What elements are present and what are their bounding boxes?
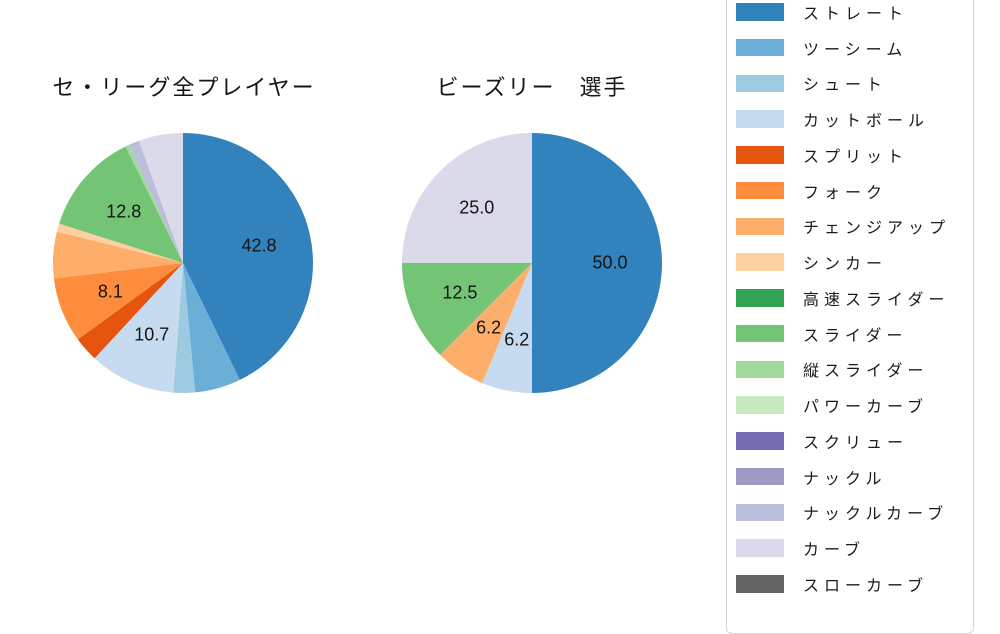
legend-label: チェンジアップ: [803, 220, 951, 238]
legend-label: シュート: [803, 77, 888, 95]
legend-item-スローカーブ: スローカーブ: [736, 575, 973, 595]
pie-slice-スプリット: [77, 263, 183, 359]
pie-slice-カーブ: [138, 133, 183, 263]
legend-swatch: [736, 539, 784, 557]
pie-slice-チェンジアップ: [440, 263, 532, 384]
legend-label: ナックル: [803, 470, 887, 488]
legend-swatch: [736, 467, 784, 486]
pie-chart-player: 50.0 6.2 6.2 12.5 25.0: [402, 133, 662, 393]
legend-label: スプリット: [803, 148, 909, 166]
pie-svg-league: [53, 133, 313, 393]
legend-swatch: [736, 324, 784, 343]
legend-swatch: [736, 38, 784, 57]
legend-swatch: [736, 575, 784, 593]
legend-swatch: [736, 181, 784, 200]
legend-item-スプリット: スプリット: [736, 146, 973, 166]
legend-label: パワーカーブ: [803, 399, 929, 416]
figure-canvas: セ・リーグ全プレイヤー ビーズリー 選手 42.8 10.7 8.1 12.8 50.…: [52, 0, 974, 634]
legend-label: シンカー: [803, 256, 888, 273]
pie-slice-スライダー: [59, 146, 183, 263]
legend-item-スライダー: スライダー: [736, 324, 973, 345]
pie-title-player: ビーズリー 選手: [436, 75, 628, 100]
legend-item-シュート: シュート: [736, 74, 973, 94]
legend-label: ツーシーム: [803, 41, 908, 59]
pie-title-league: セ・リーグ全プレイヤー: [52, 75, 316, 100]
pie-slice-シュート: [173, 263, 196, 393]
legend-swatch: [736, 253, 784, 271]
pie-slice-フォーク: [53, 263, 184, 340]
pie-slice-スライダー: [402, 263, 532, 355]
legend-items: ストレートツーシームシュートカットボール スプリットフォークチェンジアップ シンカー…: [736, 3, 973, 595]
legend-swatch: [736, 74, 784, 92]
pie-slice-ナックルカーブ: [129, 140, 183, 263]
pie-chart-league: 42.8 10.7 8.1 12.8: [53, 133, 313, 393]
legend-item-カーブ: カーブ: [736, 539, 973, 559]
legend-item-シンカー: シンカー: [736, 253, 973, 273]
legend-swatch: [736, 360, 784, 378]
pie-slice-シンカー: [56, 223, 183, 263]
legend-label: スライダー: [803, 327, 908, 345]
legend-item-ツーシーム: ツーシーム: [736, 38, 973, 59]
legend-swatch: [736, 3, 784, 21]
legend-swatch: [736, 146, 784, 164]
legend-label: フォーク: [803, 184, 888, 202]
legend-label: 縦スライダー: [803, 363, 929, 381]
legend-label: 高速スライダー: [803, 291, 950, 309]
legend-label: カットボール: [803, 113, 930, 130]
legend-label: ストレート: [803, 5, 909, 23]
pie-slice-チェンジアップ: [53, 231, 184, 279]
legend-swatch: [736, 217, 784, 235]
legend-label: カーブ: [803, 542, 866, 559]
pie-slice-カットボール: [94, 263, 183, 393]
pie-svg-player: [402, 133, 662, 393]
pie-slice-ストレート: [183, 133, 313, 380]
legend-item-パワーカーブ: パワーカーブ: [736, 396, 973, 416]
legend-item-ストレート: ストレート: [736, 3, 973, 23]
pie-slice-カーブ: [402, 133, 532, 263]
legend-item-スクリュー: スクリュー: [736, 432, 973, 452]
legend-label: スクリュー: [803, 434, 909, 452]
legend-swatch: [736, 289, 784, 307]
legend-swatch: [736, 396, 784, 414]
legend-swatch: [736, 503, 784, 521]
legend-label: スローカーブ: [803, 577, 929, 595]
legend-item-高速スライダー: 高速スライダー: [736, 289, 973, 309]
legend-label: ナックルカーブ: [803, 506, 949, 524]
legend-item-チェンジアップ: チェンジアップ: [736, 217, 973, 237]
legend-item-ナックル: ナックル: [736, 467, 973, 488]
pie-slice-カットボール: [482, 263, 532, 393]
legend-swatch: [736, 432, 784, 450]
legend-item-カットボール: カットボール: [736, 110, 973, 130]
legend-item-ナックルカーブ: ナックルカーブ: [736, 503, 973, 523]
legend-swatch: [736, 110, 784, 128]
legend-item-フォーク: フォーク: [736, 181, 973, 202]
pie-slice-ツーシーム: [183, 263, 240, 393]
pie-slice-ストレート: [532, 133, 662, 393]
legend-item-縦スライダー: 縦スライダー: [736, 360, 973, 380]
pie-slice-縦スライダー: [125, 144, 183, 263]
legend-box: ストレートツーシームシュートカットボール スプリットフォークチェンジアップ シンカー…: [726, 0, 974, 634]
